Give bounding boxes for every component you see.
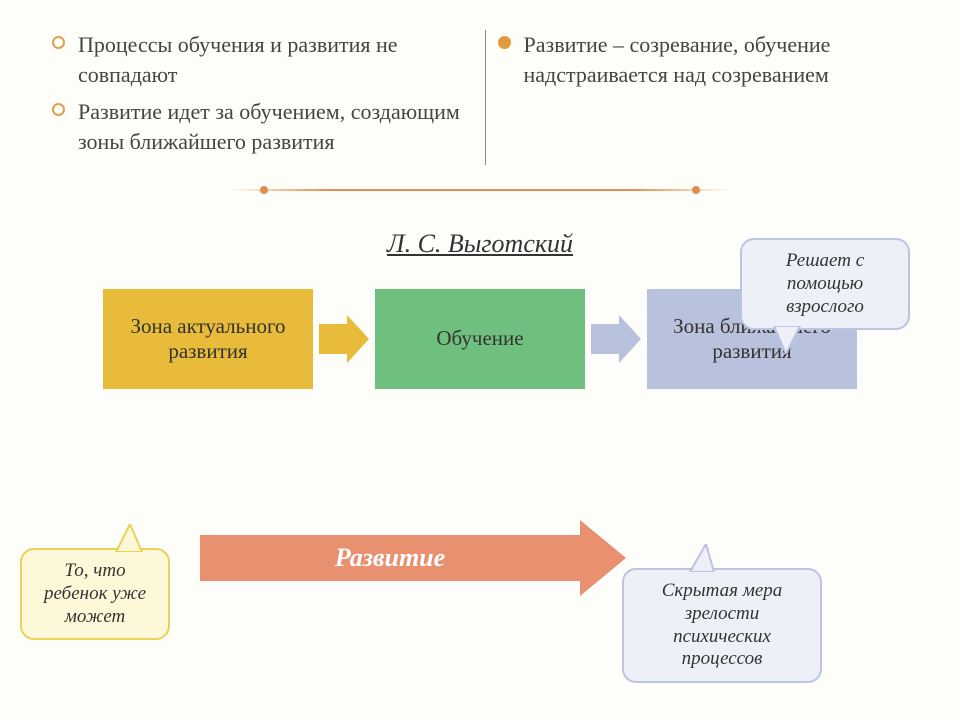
list-item: Процессы обучения и развития не совпадаю… [60, 30, 475, 89]
callout-text: Решает с помощью взрослого [786, 250, 864, 317]
list-item: Развитие – созревание, обучение надстраи… [506, 30, 921, 89]
flow-label: Зона актуального развития [109, 314, 307, 364]
flow-label: Обучение [436, 326, 523, 351]
flow-box-learning: Обучение [375, 289, 585, 389]
callout-adult: Решает с помощью взрослого [740, 238, 910, 330]
bullet-icon [498, 36, 511, 49]
flow-box-zad: Зона актуального развития [103, 289, 313, 389]
list-text: Развитие идет за обучением, создающим зо… [78, 99, 460, 154]
bullet-icon [52, 103, 65, 116]
callout-hidden: Скрытая мера зрелости психических процес… [622, 568, 822, 683]
big-arrow-label: Развитие [335, 543, 445, 573]
bullet-icon [52, 36, 65, 49]
list-item: Развитие идет за обучением, создающим зо… [60, 97, 475, 156]
arrow-icon [319, 315, 369, 363]
callout-tail-icon [684, 544, 718, 572]
callout-child: То, что ребенок уже может [20, 548, 170, 640]
callout-text: То, что ребенок уже может [44, 560, 146, 627]
top-lists: Процессы обучения и развития не совпадаю… [0, 0, 960, 165]
list-text: Процессы обучения и развития не совпадаю… [78, 32, 398, 87]
development-arrow: Развитие [200, 520, 626, 596]
callout-text: Скрытая мера зрелости психических процес… [662, 580, 783, 669]
list-text: Развитие – созревание, обучение надстраи… [524, 32, 831, 87]
callout-tail-icon [770, 326, 804, 354]
callout-tail-icon [112, 524, 146, 552]
arrow-icon [591, 315, 641, 363]
right-list: Развитие – созревание, обучение надстраи… [506, 30, 921, 165]
divider-ornament [230, 189, 730, 191]
left-list: Процессы обучения и развития не совпадаю… [60, 30, 486, 165]
